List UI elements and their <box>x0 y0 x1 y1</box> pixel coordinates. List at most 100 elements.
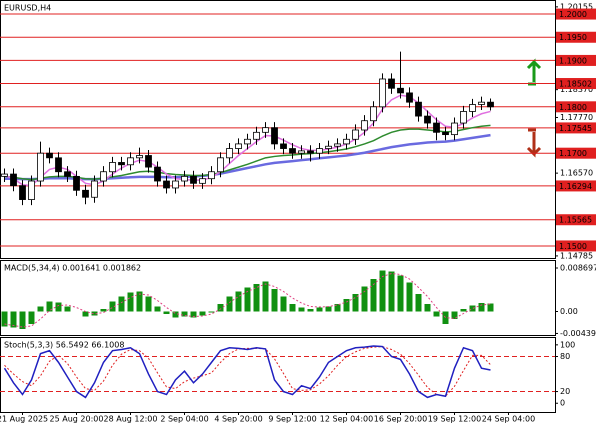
x-tick-label: 28 Aug 12:00 <box>104 415 158 424</box>
x-tick-label: 16 Sep 20:00 <box>374 415 427 424</box>
candle-body <box>244 138 251 145</box>
macd-bar <box>352 294 359 312</box>
candle-body <box>307 150 314 154</box>
macd-bar <box>415 294 422 312</box>
candle-body <box>397 87 404 94</box>
candle-body <box>37 152 44 182</box>
y-tick-label: 0.008697 <box>560 264 596 273</box>
macd-bar <box>163 311 170 314</box>
x-tick-label: 19 Sep 12:00 <box>428 415 481 424</box>
macd-bar <box>181 311 188 317</box>
macd-bar <box>262 281 269 312</box>
candle-body <box>451 122 458 136</box>
panel-title: MACD(5,34,4) 0.001641 0.001862 <box>4 264 141 273</box>
candle-body <box>226 148 233 159</box>
macd-bar <box>118 296 125 312</box>
candle-body <box>28 180 35 200</box>
level-label-box <box>556 214 596 226</box>
candle-body <box>145 155 152 168</box>
candle-body <box>388 78 395 89</box>
macd-bar <box>361 286 368 312</box>
macd-bar <box>307 309 314 312</box>
level-label-box <box>556 147 596 159</box>
candle-body <box>352 129 359 140</box>
x-tick-label: 12 Sep 04:00 <box>320 415 373 424</box>
x-tick-label: 9 Sep 12:00 <box>268 415 316 424</box>
macd-bar <box>199 311 206 316</box>
y-tick-label: 100 <box>560 340 575 349</box>
candle-body <box>361 120 368 131</box>
macd-bar <box>235 291 242 312</box>
macd-bar <box>397 275 404 312</box>
candle-body <box>91 180 98 198</box>
candle-body <box>271 127 278 145</box>
candle-body <box>19 185 26 200</box>
macd-bar <box>172 311 179 318</box>
candle-body <box>343 138 350 145</box>
candle-body <box>190 175 197 184</box>
panel-frame <box>0 260 556 336</box>
candle-body <box>217 157 224 173</box>
level-label: 1.1500 <box>559 242 587 251</box>
candle-body <box>208 171 215 180</box>
signal-line <box>4 272 491 328</box>
candle-body <box>118 162 125 166</box>
macd-bar <box>208 311 215 313</box>
panel-frame <box>0 0 556 259</box>
panel-frame <box>0 337 556 413</box>
candle-body <box>469 104 476 112</box>
macd-bar <box>316 307 323 312</box>
level-label: 1.15565 <box>559 216 592 225</box>
macd-bar <box>478 303 485 312</box>
candle-body <box>64 171 71 177</box>
macd-bar <box>46 301 53 312</box>
macd-bar <box>91 311 98 316</box>
macd-bar <box>190 311 197 318</box>
y-tick-label: 20 <box>560 387 570 396</box>
y-tick-label: 0 <box>560 399 565 408</box>
candle-body <box>370 106 377 122</box>
macd-bar <box>370 279 377 312</box>
candle-body <box>199 178 206 184</box>
macd-bar <box>298 307 305 312</box>
x-tick-label: 24 Sep 04:00 <box>482 415 535 424</box>
macd-bar <box>460 309 467 312</box>
candle-body <box>181 175 188 182</box>
y-tick-label: 1.18370 <box>560 85 593 94</box>
macd-bar <box>424 304 431 312</box>
candle-body <box>1 173 8 177</box>
level-label-box <box>556 31 596 43</box>
level-label: 1.1700 <box>559 149 587 158</box>
macd-bar <box>271 289 278 312</box>
y-tick-label: 1.14785 <box>560 251 593 260</box>
level-label-box <box>556 240 596 252</box>
candle-body <box>154 166 161 182</box>
macd-bar <box>19 311 26 329</box>
level-label: 1.18502 <box>559 80 592 89</box>
macd-bar <box>82 311 89 317</box>
macd-bar <box>451 311 458 319</box>
chart-title: EURUSD,H4 <box>4 4 51 13</box>
candle-body <box>424 115 431 124</box>
macd-bar <box>28 311 35 324</box>
candle-body <box>46 152 53 159</box>
macd-bar <box>253 284 260 312</box>
candle-body <box>55 157 62 173</box>
macd-bar <box>280 296 287 312</box>
macd-bar <box>334 304 341 312</box>
macd-bar <box>109 301 116 312</box>
macd-bar <box>154 306 161 312</box>
level-label: 1.1900 <box>559 56 587 65</box>
macd-bar <box>325 306 332 312</box>
candle-body <box>127 157 134 166</box>
y-tick-label: -0.00439 <box>560 329 596 338</box>
macd-bar <box>289 304 296 312</box>
level-label: 1.1800 <box>559 103 587 112</box>
level-label: 1.17545 <box>559 124 592 133</box>
level-label-box <box>556 8 596 20</box>
level-label-box <box>556 180 596 192</box>
macd-bar <box>127 292 134 312</box>
macd-bar <box>469 305 476 312</box>
candle-body <box>253 131 260 140</box>
candle-body <box>73 175 80 191</box>
